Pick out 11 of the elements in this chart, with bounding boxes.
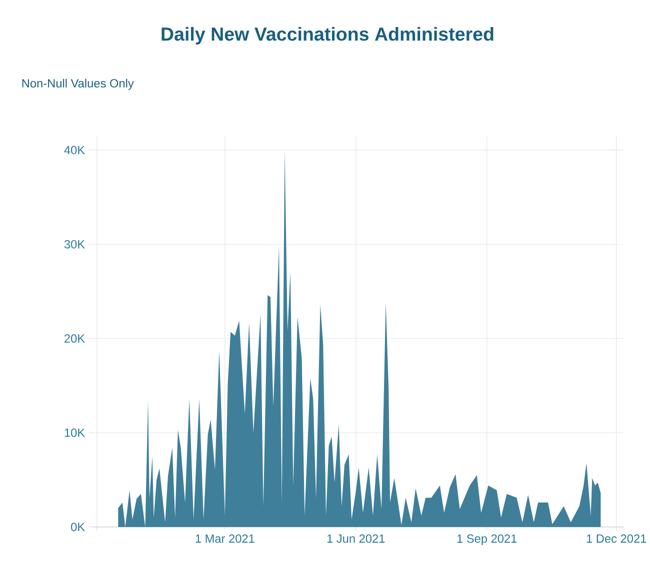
chart-title: Daily New Vaccinations Administered (162, 27, 494, 45)
y-tick-label: 10K (64, 428, 85, 438)
x-tick-label: 1 Dec 2021 (586, 534, 646, 544)
x-tick-label: 1 Jun 2021 (327, 534, 385, 544)
x-tick-label: 1 Sep 2021 (457, 534, 517, 546)
chart-subtitle: Non-Null Values Only (22, 79, 134, 90)
y-tick-label: 30K (64, 240, 85, 249)
y-tick-label: 20K (64, 334, 85, 343)
y-tick-label: 40K (64, 146, 85, 154)
y-tick-label: 0K (71, 522, 85, 532)
x-tick-label: 1 Mar 2021 (196, 534, 254, 544)
